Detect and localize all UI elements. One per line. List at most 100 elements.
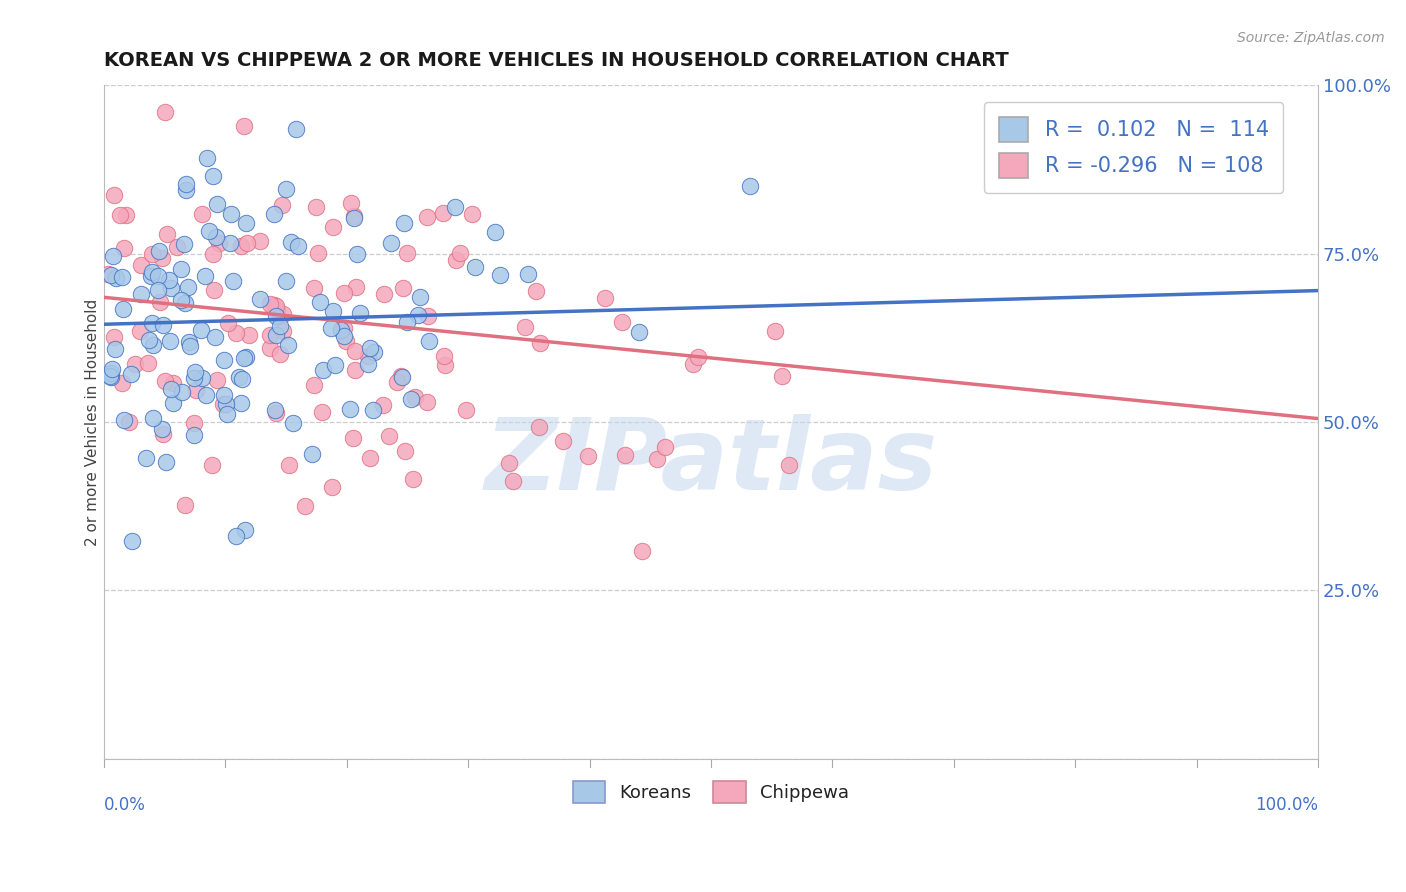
Point <box>359 341 381 355</box>
Point <box>225 529 247 543</box>
Point <box>110 208 132 222</box>
Point <box>444 200 467 214</box>
Point <box>112 301 135 316</box>
Point <box>170 261 193 276</box>
Point <box>103 187 125 202</box>
Point <box>264 299 287 313</box>
Point <box>217 316 239 330</box>
Point <box>103 249 125 263</box>
Point <box>98 368 121 383</box>
Point <box>263 403 285 417</box>
Point <box>294 499 316 513</box>
Point <box>321 480 343 494</box>
Point <box>141 247 163 261</box>
Point <box>105 271 128 285</box>
Point <box>202 284 225 298</box>
Point <box>408 308 430 322</box>
Point <box>259 341 281 355</box>
Point <box>322 303 344 318</box>
Point <box>219 236 242 251</box>
Point <box>115 208 138 222</box>
Text: 0.0%: 0.0% <box>104 796 146 814</box>
Point <box>152 318 174 333</box>
Point <box>274 275 297 289</box>
Point <box>343 363 366 377</box>
Point <box>529 336 551 351</box>
Point <box>404 391 426 405</box>
Point <box>312 363 335 377</box>
Point <box>277 458 299 473</box>
Point <box>201 246 224 260</box>
Point <box>150 422 173 436</box>
Point <box>488 268 510 282</box>
Point <box>152 426 174 441</box>
Point <box>380 235 402 250</box>
Point <box>174 295 197 310</box>
Point <box>271 324 294 338</box>
Point <box>359 451 381 466</box>
Point <box>349 306 371 320</box>
Point <box>513 320 536 334</box>
Point <box>183 371 205 385</box>
Point <box>110 376 132 391</box>
Point <box>179 339 201 353</box>
Point <box>264 310 287 324</box>
Point <box>135 451 157 466</box>
Point <box>149 295 172 310</box>
Point <box>184 384 207 398</box>
Point <box>162 396 184 410</box>
Text: 100.0%: 100.0% <box>1256 796 1319 814</box>
Point <box>343 344 366 359</box>
Point <box>156 227 179 241</box>
Point <box>378 429 401 443</box>
Point <box>100 369 122 384</box>
Text: Source: ZipAtlas.com: Source: ZipAtlas.com <box>1237 31 1385 45</box>
Point <box>205 373 228 387</box>
Point <box>215 407 238 421</box>
Point <box>183 427 205 442</box>
Point <box>391 369 413 384</box>
Point <box>399 392 422 407</box>
Point <box>160 382 183 396</box>
Point <box>484 225 506 239</box>
Point <box>233 120 256 134</box>
Point <box>389 369 412 384</box>
Point <box>302 281 325 295</box>
Point <box>740 178 762 193</box>
Point <box>172 384 194 399</box>
Point <box>416 309 439 323</box>
Point <box>124 357 146 371</box>
Point <box>183 416 205 430</box>
Point <box>322 219 344 234</box>
Point <box>205 197 228 211</box>
Point <box>129 258 152 272</box>
Point <box>157 273 180 287</box>
Point <box>121 367 143 381</box>
Point <box>177 280 200 294</box>
Point <box>174 183 197 197</box>
Point <box>100 366 122 380</box>
Point <box>433 350 456 364</box>
Point <box>193 268 215 283</box>
Point <box>308 295 330 310</box>
Point <box>104 343 127 357</box>
Text: ZIPatlas: ZIPatlas <box>485 414 938 511</box>
Point <box>527 419 550 434</box>
Point <box>645 451 668 466</box>
Point <box>153 104 176 119</box>
Point <box>333 286 356 301</box>
Point <box>142 410 165 425</box>
Point <box>112 241 135 255</box>
Point <box>136 356 159 370</box>
Point <box>111 269 134 284</box>
Point <box>343 211 366 226</box>
Point <box>225 326 247 341</box>
Point <box>612 315 634 329</box>
Point <box>179 334 201 349</box>
Point <box>394 443 416 458</box>
Point <box>100 268 122 283</box>
Point <box>357 349 380 363</box>
Point <box>204 330 226 344</box>
Point <box>302 378 325 392</box>
Point <box>264 406 287 420</box>
